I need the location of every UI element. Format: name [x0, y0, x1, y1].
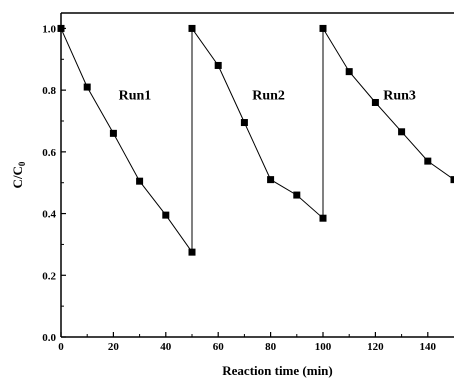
data-point: [371, 98, 379, 106]
x-tick-label: 60: [213, 341, 225, 353]
axis-ticks: [60, 27, 429, 338]
y-tick-label: 0.4: [42, 209, 56, 221]
y-axis-title-main: C/C: [10, 166, 25, 188]
run-label: Run1: [119, 88, 152, 103]
data-point: [136, 177, 144, 185]
y-axis-title: C/C0: [10, 161, 27, 188]
data-point: [345, 68, 353, 76]
y-tick-label: 0.0: [42, 332, 56, 344]
y-tick-label: 0.2: [42, 270, 56, 282]
axis-tick-labels: 0 20 40 60 80 100 120 140 0.0 0.2 0.4 0.6 0.8 1.0: [42, 23, 436, 353]
y-tick-label: 1.0: [42, 23, 56, 35]
x-tick-label: 80: [265, 341, 277, 353]
y-tick-label: 0.6: [42, 147, 56, 159]
x-tick-label: 0: [58, 341, 64, 353]
run-label: Run2: [252, 88, 285, 103]
series-lines: [60, 26, 454, 254]
plot-axes: [60, 12, 454, 338]
data-point: [293, 191, 301, 199]
data-point: [57, 24, 65, 32]
x-axis-title: Reaction time (min): [222, 363, 332, 378]
data-point: [267, 176, 275, 184]
y-axis-title-subscript: 0: [17, 161, 27, 166]
data-point: [188, 24, 196, 32]
data-point: [319, 24, 327, 32]
run-label: Run3: [383, 88, 416, 103]
data-point: [109, 129, 117, 137]
x-tick-label: 120: [367, 341, 384, 353]
data-point: [83, 83, 91, 91]
run-annotations: Run1 Run2 Run3: [119, 88, 416, 103]
x-tick-label: 40: [160, 341, 172, 353]
series-line: [60, 26, 454, 254]
x-tick-label: 20: [108, 341, 120, 353]
data-point: [424, 157, 432, 165]
y-tick-label: 0.8: [42, 85, 56, 97]
data-point: [214, 61, 222, 69]
series-points: [57, 24, 454, 256]
data-point: [450, 176, 454, 184]
x-tick-label: 140: [420, 341, 437, 353]
data-point: [398, 128, 406, 136]
data-point: [162, 211, 170, 219]
data-point: [240, 119, 248, 127]
data-point: [319, 214, 327, 222]
x-tick-label: 100: [315, 341, 332, 353]
data-point: [188, 248, 196, 256]
